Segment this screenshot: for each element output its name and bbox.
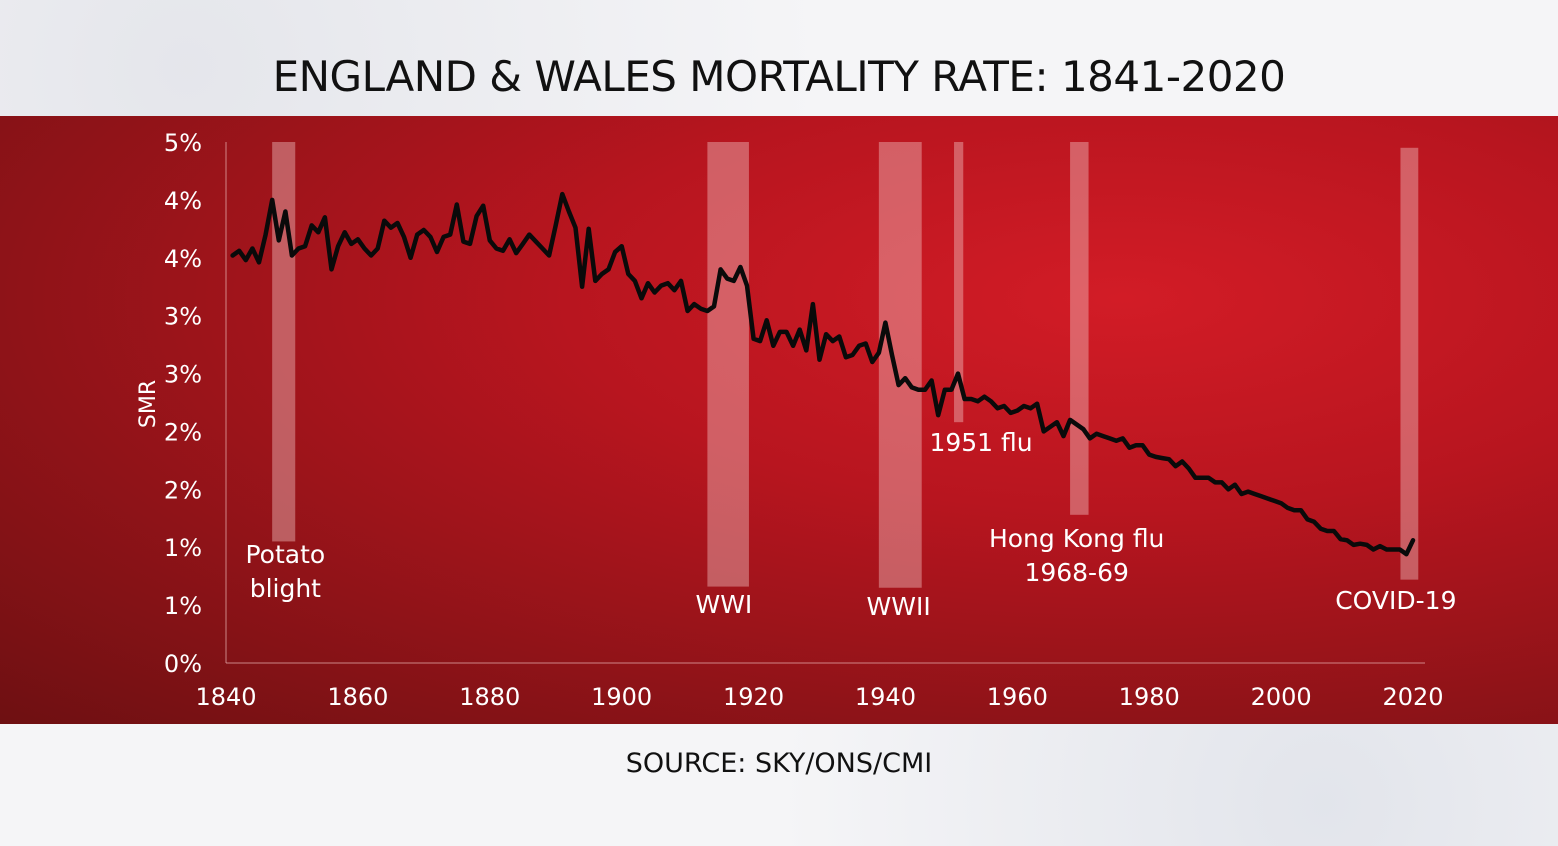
y-tick-label: 4% — [164, 187, 202, 215]
y-axis-label: SMR — [136, 380, 161, 428]
y-tick-label: 1% — [164, 534, 202, 562]
event-label: Hong Kong flu — [989, 524, 1164, 553]
y-tick-label: 1% — [164, 592, 202, 620]
event-label: 1968-69 — [1024, 558, 1128, 587]
event-band — [1400, 147, 1419, 580]
event-label: WWI — [695, 590, 752, 619]
y-tick-label: 5% — [164, 129, 202, 157]
x-tick-label: 1960 — [987, 683, 1048, 711]
y-tick-label: 4% — [164, 245, 202, 273]
x-tick-label: 1920 — [723, 683, 784, 711]
event-band — [272, 142, 296, 542]
x-tick-label: 1940 — [855, 683, 916, 711]
x-tick-label: 1900 — [591, 683, 652, 711]
x-tick-label: 1980 — [1119, 683, 1180, 711]
x-tick-label: 2020 — [1382, 683, 1443, 711]
y-tick-label: 2% — [164, 418, 202, 446]
y-tick-label: 3% — [164, 303, 202, 331]
x-tick-label: 1840 — [195, 683, 256, 711]
y-tick-label: 0% — [164, 650, 202, 678]
mortality-line-chart: 0% 1% 1% 2% 2% 3% 3% 4% 4% 5% 1840 1860 1880 1900 1920… — [136, 129, 1456, 711]
event-label: COVID-19 — [1335, 586, 1456, 615]
x-tick-label: 1860 — [327, 683, 388, 711]
event-band — [1070, 142, 1089, 515]
event-label: 1951 flu — [929, 428, 1032, 457]
event-label: blight — [250, 574, 321, 603]
chart-panel: 0% 1% 1% 2% 2% 3% 3% 4% 4% 5% 1840 1860 1880 1900 1920… — [0, 116, 1558, 724]
chart-title: ENGLAND & WALES MORTALITY RATE: 1841-202… — [272, 52, 1286, 101]
event-label: Potato — [245, 540, 325, 569]
event-band — [878, 142, 922, 588]
x-tick-label: 1880 — [459, 683, 520, 711]
x-tick-label: 2000 — [1251, 683, 1312, 711]
event-label: WWII — [867, 592, 931, 621]
y-tick-label: 3% — [164, 361, 202, 389]
y-tick-label: 2% — [164, 476, 202, 504]
mortality-series-line — [230, 191, 1416, 557]
event-band — [954, 142, 964, 423]
event-band — [707, 142, 749, 587]
source-note: SOURCE: SKY/ONS/CMI — [625, 748, 933, 779]
